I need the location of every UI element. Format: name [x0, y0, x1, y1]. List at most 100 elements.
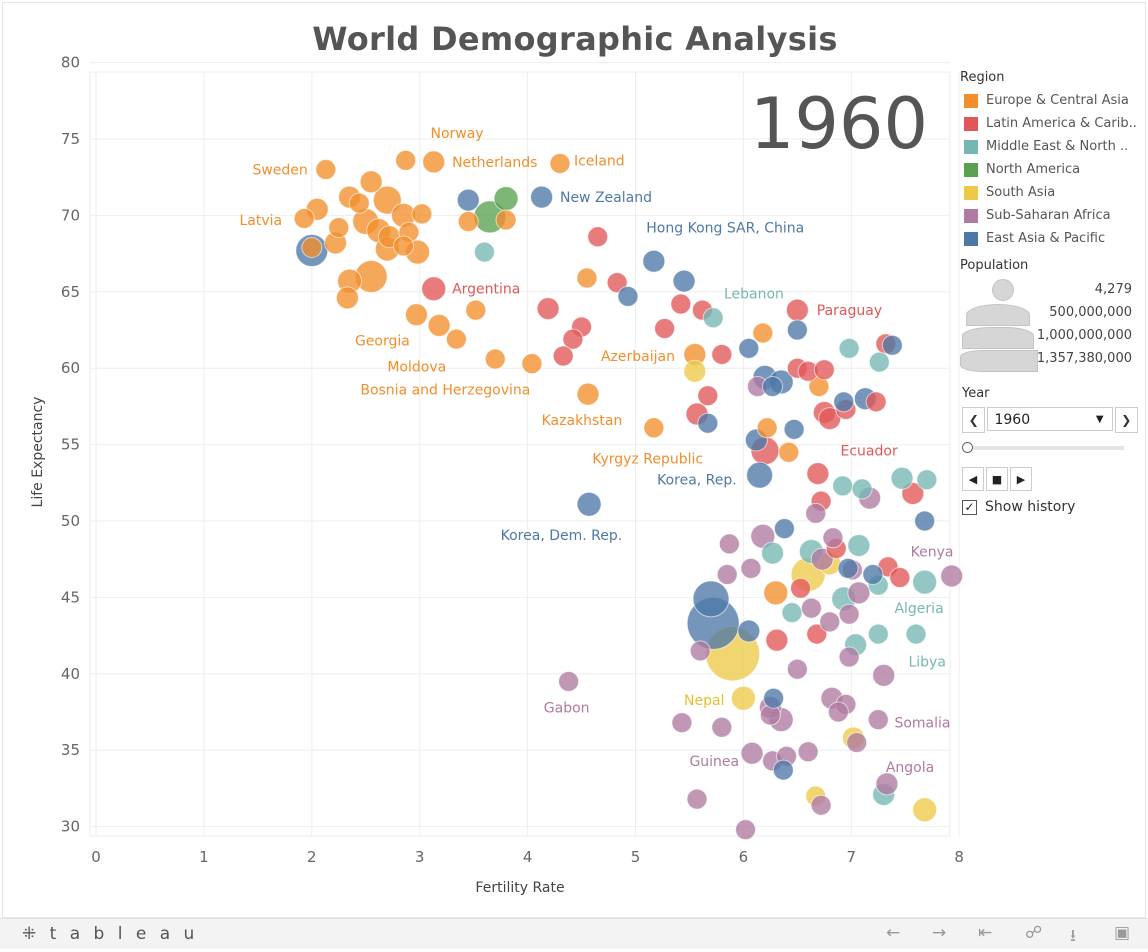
data-point[interactable] [872, 663, 896, 687]
data-point[interactable] [818, 407, 842, 431]
data-point[interactable] [800, 597, 822, 619]
region-legend-item[interactable]: Europe & Central Asia [960, 89, 1140, 112]
data-point[interactable] [359, 170, 383, 194]
data-point[interactable] [716, 563, 738, 585]
data-point[interactable] [587, 226, 609, 248]
data-point[interactable] [819, 611, 841, 633]
data-point[interactable] [914, 510, 936, 532]
data-point[interactable] [348, 192, 370, 214]
data-point[interactable] [763, 580, 789, 606]
data-point[interactable] [689, 640, 711, 662]
data-point[interactable] [740, 741, 764, 765]
data-point[interactable] [740, 557, 762, 579]
data-point[interactable] [692, 580, 730, 618]
fullscreen-icon[interactable]: ▣ [1114, 923, 1131, 943]
data-point[interactable] [940, 564, 964, 588]
data-point[interactable] [838, 646, 860, 668]
data-point[interactable] [783, 418, 805, 440]
region-legend-item[interactable]: Latin America & Carib.. [960, 112, 1140, 135]
data-point[interactable] [335, 286, 359, 310]
data-point[interactable] [465, 299, 487, 321]
data-point[interactable] [838, 603, 860, 625]
show-history-toggle[interactable]: ✓ Show history [962, 499, 1138, 515]
data-point[interactable] [881, 334, 903, 356]
data-point[interactable] [711, 716, 733, 738]
data-point[interactable] [670, 293, 692, 315]
year-prev-button[interactable]: ❮ [962, 407, 986, 433]
play-backward-button[interactable]: ◀ [962, 467, 984, 491]
data-point[interactable] [293, 207, 315, 229]
data-point[interactable] [832, 475, 854, 497]
data-point[interactable] [643, 417, 665, 439]
data-point[interactable] [763, 687, 785, 709]
data-point[interactable] [730, 685, 756, 711]
region-legend-item[interactable]: East Asia & Pacific [960, 227, 1140, 250]
data-point[interactable] [411, 203, 433, 225]
data-point[interactable] [421, 276, 447, 302]
data-point[interactable] [862, 563, 884, 585]
data-point[interactable] [797, 741, 819, 763]
data-point[interactable] [315, 159, 337, 181]
data-point[interactable] [702, 307, 724, 329]
data-point[interactable] [752, 322, 774, 344]
data-point[interactable] [773, 518, 795, 540]
stop-button[interactable]: ■ [986, 467, 1008, 491]
data-point[interactable] [847, 581, 871, 605]
data-point[interactable] [889, 567, 911, 589]
show-history-checkbox[interactable]: ✓ [962, 499, 977, 515]
download-icon[interactable]: ⭳ [1070, 926, 1076, 946]
data-point[interactable] [786, 658, 808, 680]
data-point[interactable] [916, 469, 938, 491]
data-point[interactable] [552, 345, 574, 367]
data-point[interactable] [846, 732, 868, 754]
data-point[interactable] [445, 328, 467, 350]
data-point[interactable] [393, 235, 415, 257]
data-point[interactable] [837, 557, 859, 579]
year-slider-track[interactable] [968, 446, 1124, 450]
region-legend-item[interactable]: Sub-Saharan Africa [960, 204, 1140, 227]
data-point[interactable] [549, 152, 571, 174]
data-point[interactable] [738, 337, 760, 359]
data-point[interactable] [427, 313, 451, 337]
data-point[interactable] [456, 188, 480, 212]
data-point[interactable] [457, 211, 479, 233]
year-dropdown[interactable]: 1960 ▼ [987, 407, 1113, 431]
region-legend[interactable]: Europe & Central Asia Latin America & Car… [960, 89, 1140, 250]
data-point[interactable] [473, 241, 495, 263]
data-point[interactable] [746, 461, 774, 489]
region-legend-item[interactable]: Middle East & North .. [960, 135, 1140, 158]
data-point[interactable] [301, 236, 323, 258]
year-slider-handle[interactable] [962, 442, 973, 453]
data-point[interactable] [683, 359, 707, 383]
data-point[interactable] [868, 351, 890, 373]
data-point[interactable] [813, 359, 835, 381]
data-point[interactable] [827, 701, 849, 723]
data-point[interactable] [847, 533, 871, 557]
data-point[interactable] [772, 759, 794, 781]
data-point[interactable] [484, 348, 506, 370]
data-point[interactable] [838, 337, 860, 359]
revert-icon[interactable]: ⇤ [978, 923, 993, 943]
share-icon[interactable]: ☍ [1025, 923, 1043, 943]
data-point[interactable] [875, 772, 899, 796]
data-point[interactable] [576, 267, 598, 289]
data-point[interactable] [810, 794, 832, 816]
data-point[interactable] [521, 353, 543, 375]
data-point[interactable] [422, 150, 446, 174]
data-point[interactable] [562, 328, 584, 350]
data-point[interactable] [756, 417, 778, 439]
tableau-logo[interactable]: ⁜ t a b l e a u [22, 924, 199, 944]
data-point[interactable] [765, 628, 789, 652]
region-legend-item[interactable]: South Asia [960, 181, 1140, 204]
data-point[interactable] [617, 285, 639, 307]
data-point[interactable] [495, 209, 517, 231]
data-point[interactable] [806, 623, 828, 645]
data-point[interactable] [735, 819, 757, 841]
data-point[interactable] [761, 541, 785, 565]
data-point[interactable] [778, 441, 800, 463]
year-next-button[interactable]: ❯ [1114, 407, 1139, 433]
data-point[interactable] [786, 319, 808, 341]
data-point[interactable] [536, 297, 560, 321]
data-point[interactable] [642, 249, 666, 273]
